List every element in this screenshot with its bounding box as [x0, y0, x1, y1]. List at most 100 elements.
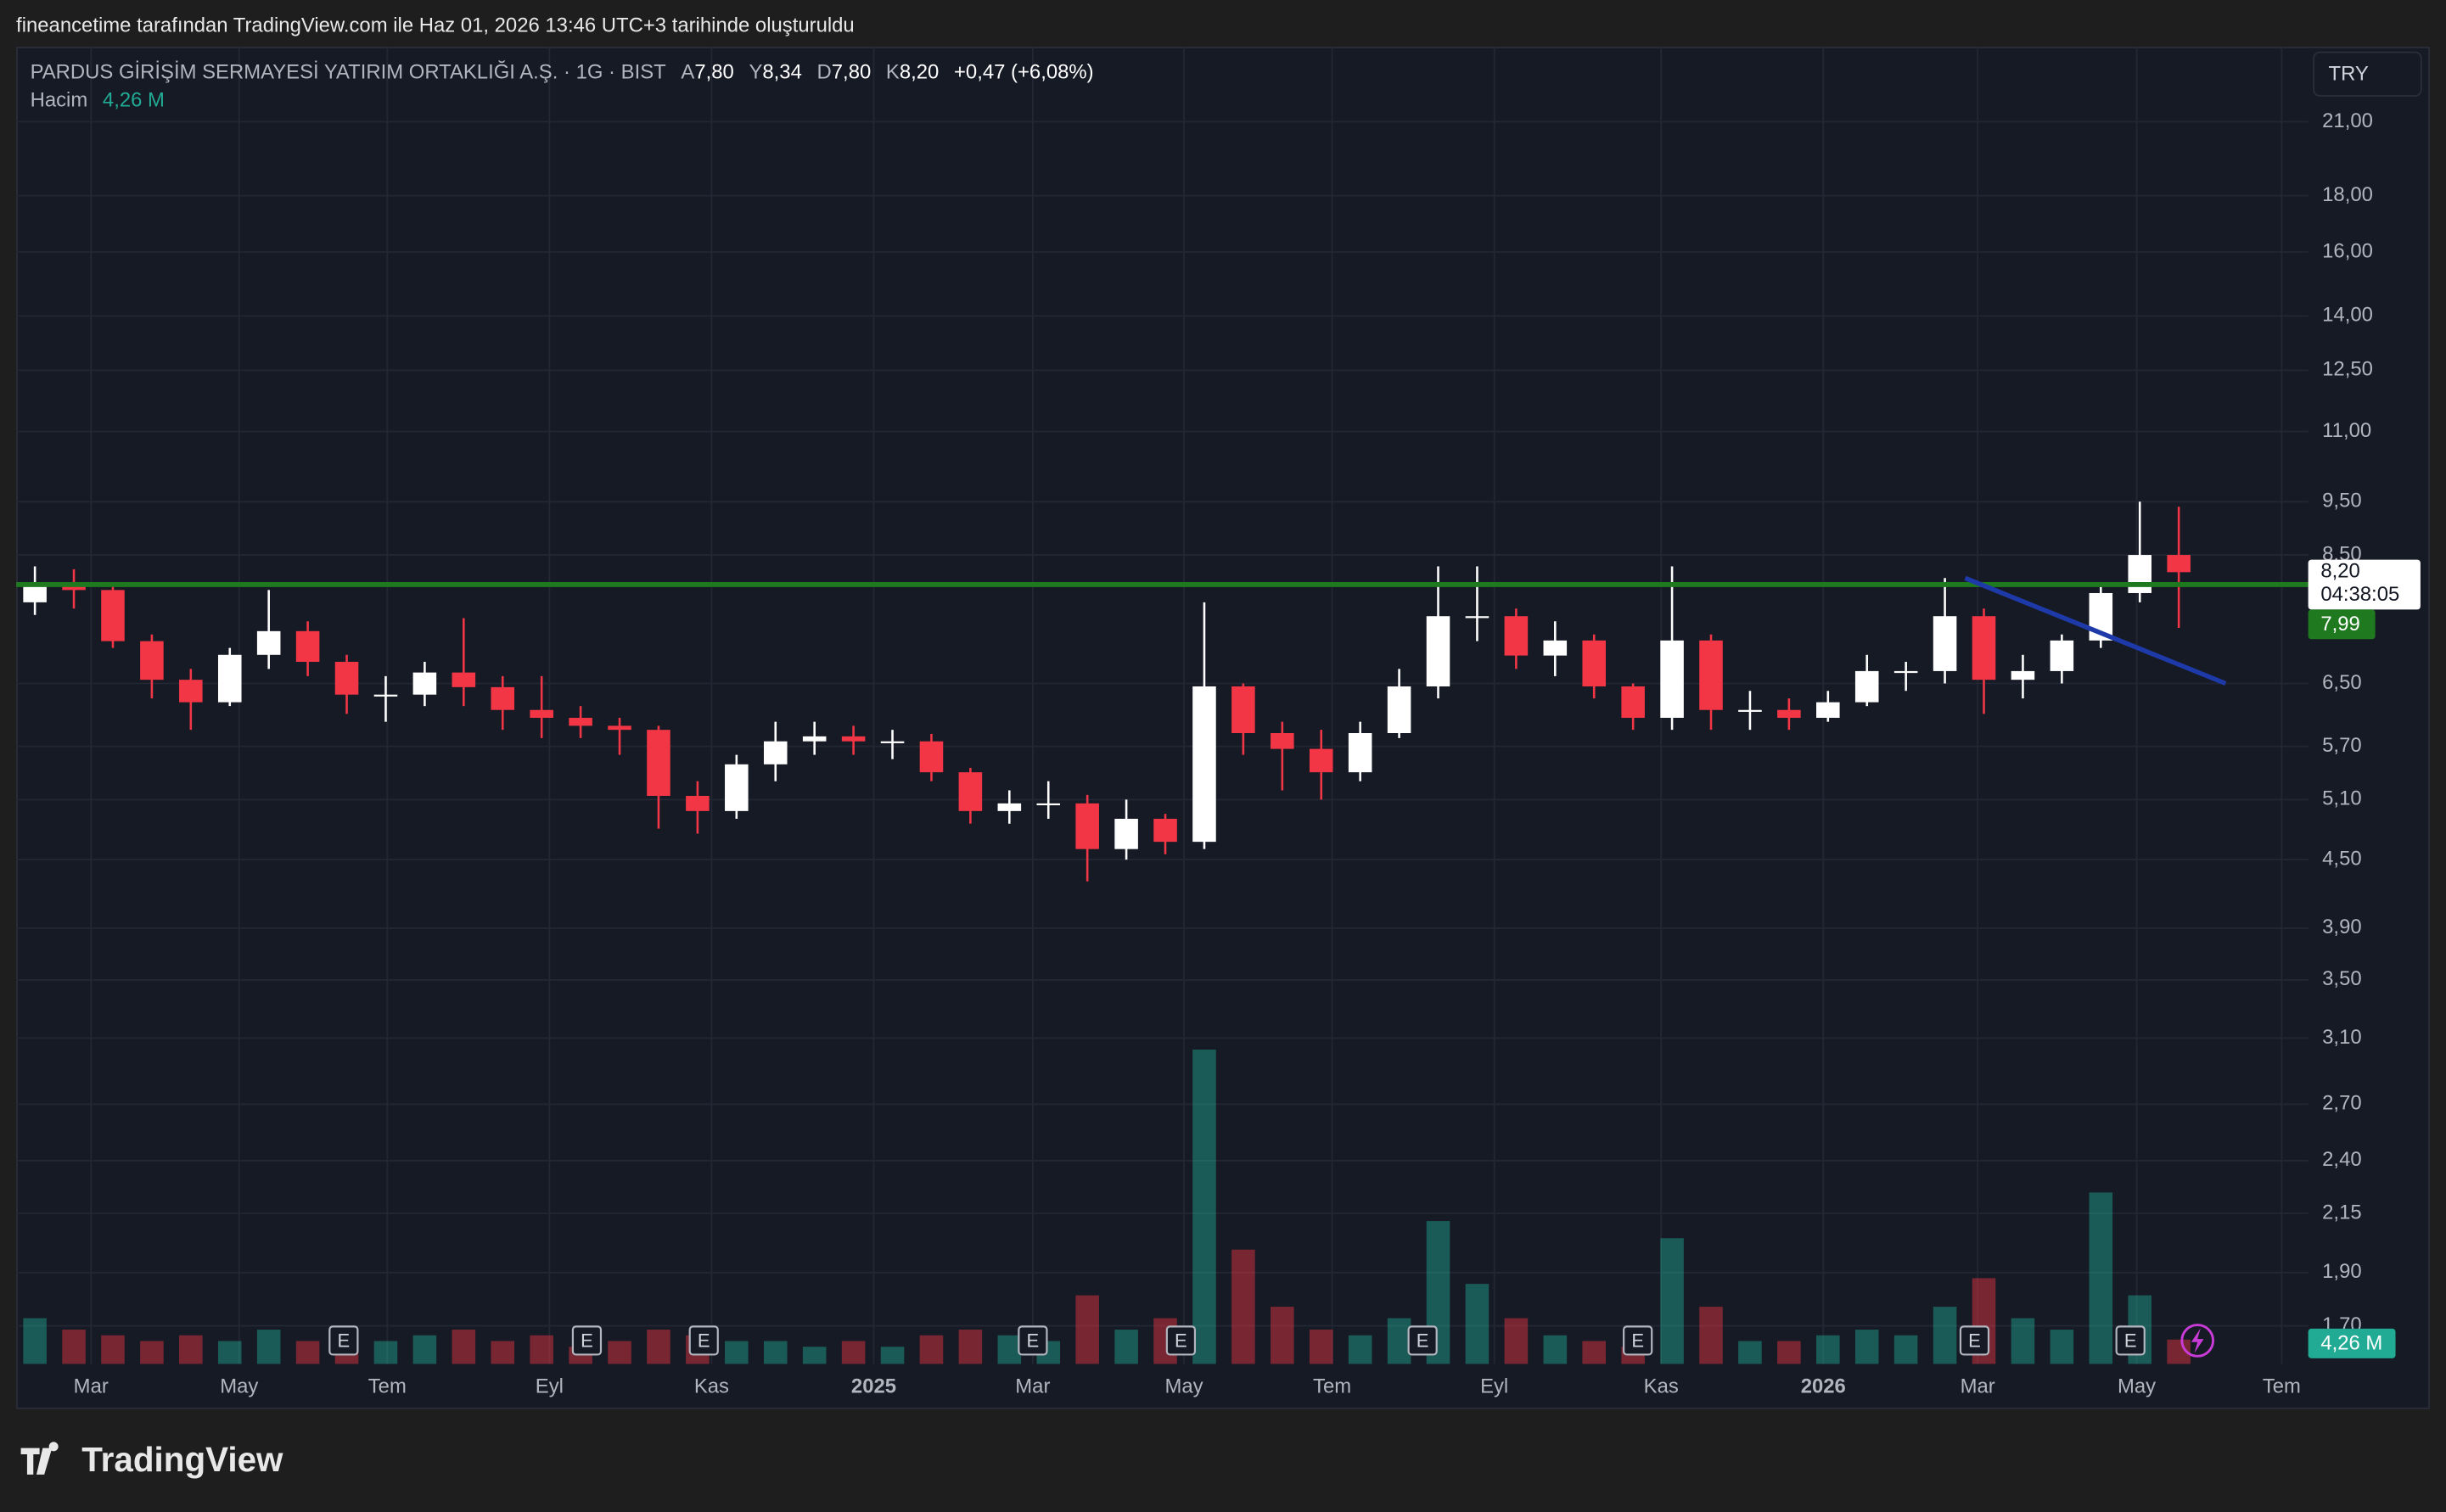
x-tick-label: Eyl [1480, 1375, 1508, 1397]
candle-body [140, 641, 164, 680]
symbol-title: PARDUS GİRİŞİM SERMAYESİ YATIRIM ORTAKLI… [31, 61, 667, 84]
y-tick-label: 11,00 [2322, 419, 2371, 442]
candle-body [1933, 616, 1957, 671]
volume-legend: Hacim 4,26 M [31, 89, 165, 112]
volume-bar [256, 1330, 281, 1364]
volume-bar [997, 1335, 1022, 1364]
last-price-label: 8,20 [2320, 560, 2359, 583]
volume-bar [412, 1335, 437, 1364]
y-tick-label: 3,90 [2322, 916, 2361, 938]
candle-body [1504, 616, 1529, 656]
volume-value: 4,26 M [103, 89, 165, 112]
volume-bar [1504, 1318, 1529, 1364]
y-tick-label: 5,10 [2322, 787, 2361, 810]
x-tick-label: Kas [1644, 1375, 1679, 1397]
volume-bar [1348, 1335, 1372, 1364]
open-value: 7,80 [694, 61, 733, 84]
open-label: A [681, 61, 694, 84]
volume-bar [62, 1330, 86, 1364]
volume-bar [101, 1335, 125, 1364]
candle-body [1192, 686, 1216, 843]
x-tick-label: Kas [694, 1375, 729, 1397]
volume-bar [1271, 1307, 1294, 1364]
event-label: E [2124, 1330, 2137, 1352]
currency-button[interactable] [2313, 51, 2422, 97]
candle-body [1854, 670, 1879, 703]
volume-bar [763, 1341, 788, 1364]
logo: TradingView [20, 1440, 283, 1479]
candle-body [686, 796, 710, 811]
y-tick-label: 1,90 [2322, 1260, 2361, 1283]
volume-bar [1854, 1330, 1879, 1364]
candle-body [530, 709, 553, 718]
y-tick-label: 16,00 [2322, 239, 2373, 262]
candle-body [256, 630, 281, 655]
x-tick-label: Tem [2263, 1375, 2301, 1397]
volume-bar [608, 1341, 631, 1364]
volume-bar [880, 1347, 905, 1364]
volume-bar [1543, 1335, 1568, 1364]
event-label: E [698, 1330, 710, 1352]
volume-bar [1933, 1307, 1957, 1364]
candle-body [880, 741, 905, 743]
volume-bar [1816, 1335, 1840, 1364]
volume-bar [140, 1341, 164, 1364]
candle-body [2011, 670, 2035, 680]
volume-bar [841, 1341, 866, 1364]
y-tick-label: 3,10 [2322, 1026, 2361, 1049]
y-tick-label: 21,00 [2322, 109, 2373, 132]
candle-body [491, 686, 515, 710]
candle-body [1114, 818, 1138, 849]
candle-body [958, 772, 983, 811]
volume-bar [2011, 1318, 2035, 1364]
x-tick-label: 2025 [851, 1375, 896, 1397]
candle-body [1309, 748, 1333, 773]
candle-body [1777, 709, 1801, 718]
volume-bar [2089, 1192, 2113, 1364]
event-marker [1959, 1325, 1990, 1356]
high-label: Y [749, 61, 762, 84]
candle-body [2050, 640, 2074, 671]
candle-body [1543, 640, 1568, 656]
chart-panel [16, 47, 2430, 1409]
candle-body [841, 736, 866, 742]
volume-bar [295, 1341, 320, 1364]
trend-line [1964, 575, 2227, 686]
candle-body [1621, 686, 1645, 718]
candle-body [1231, 686, 1255, 734]
event-label: E [581, 1330, 593, 1352]
volume-bar [1075, 1295, 1099, 1364]
line-price-tag [2308, 609, 2376, 640]
x-tick-label: Tem [1313, 1375, 1351, 1397]
y-tick-label: 2,40 [2322, 1148, 2361, 1171]
candle-body [1816, 702, 1840, 718]
event-marker [2115, 1325, 2146, 1356]
event-marker [1407, 1325, 1438, 1356]
x-tick-label: 2026 [1801, 1375, 1846, 1397]
candle-body [1738, 709, 1762, 712]
candle-body [1972, 616, 1996, 680]
axes: 21,0018,0016,0014,0012,5011,009,508,506,… [74, 109, 2421, 1397]
legend-line: PARDUS GİRİŞİM SERMAYESİ YATIRIM ORTAKLI… [31, 61, 1094, 84]
candle-body [179, 680, 203, 703]
lightning-circle[interactable] [2180, 1324, 2215, 1358]
line-price-label: 7,99 [2320, 613, 2359, 636]
logo-text: TradingView [81, 1440, 283, 1479]
lightning-bolt[interactable] [2191, 1328, 2204, 1353]
currency-label[interactable]: TRY [2329, 62, 2369, 85]
candle-body [23, 584, 47, 602]
candle-body [1465, 616, 1489, 619]
volume-bar [919, 1335, 944, 1364]
event-label: E [1968, 1330, 1981, 1352]
lightning-icon[interactable] [2180, 1324, 2215, 1358]
volume-bar [1309, 1330, 1333, 1364]
y-tick-label: 5,70 [2322, 734, 2361, 757]
volume-bar [2050, 1330, 2074, 1364]
candle-body [373, 694, 398, 697]
event-label: E [1631, 1330, 1644, 1352]
candle-body [2167, 555, 2191, 573]
volume-bar [530, 1335, 553, 1364]
candle-body [1036, 803, 1061, 806]
